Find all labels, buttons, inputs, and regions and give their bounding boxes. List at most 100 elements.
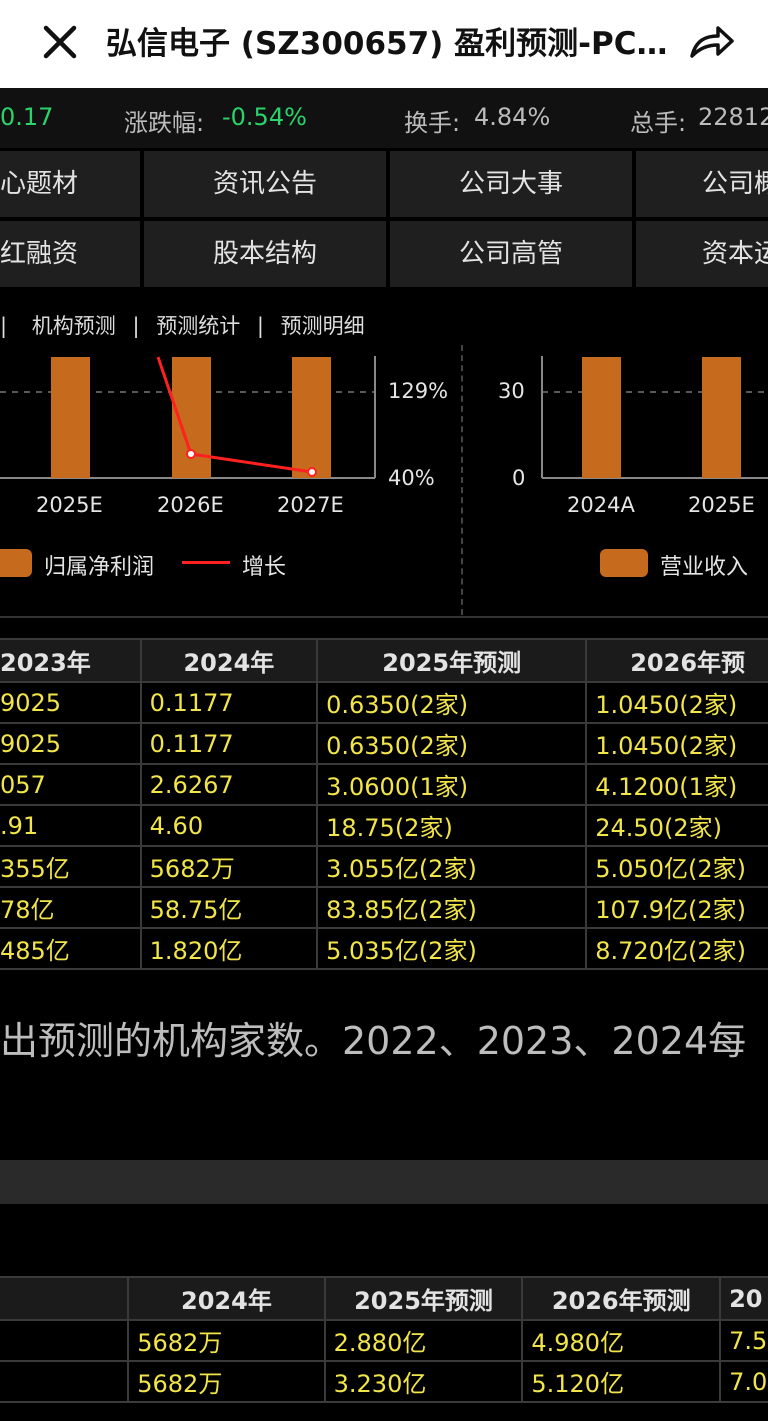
table-cell: 0.6350(2家) <box>316 722 588 765</box>
tab-separator: | <box>132 314 140 338</box>
section-bar <box>0 1160 768 1204</box>
table-cell: 3.055亿(2家) <box>316 845 588 888</box>
table-cell: 1.820亿 <box>139 927 319 970</box>
nav-dividend-financing[interactable]: 红融资 <box>0 221 140 287</box>
pct-value: -0.54% <box>222 103 307 131</box>
col-header-2025f: 2025年预测 <box>323 1276 524 1321</box>
tab-forecast-stats[interactable]: 预测统计 <box>156 314 241 338</box>
table-cell: .91 <box>0 804 142 847</box>
table-row: 057 2.6267 3.0600(1家) 4.1200(1家) <box>0 763 768 806</box>
table-cell: 0.1177 <box>139 681 319 724</box>
table-cell <box>0 1319 130 1362</box>
title-bar: 弘信电子 (SZ300657) 盈利预测-PC… <box>0 0 768 88</box>
table-cell: 5682万 <box>127 1319 326 1362</box>
col-header-2025f: 2025年预测 <box>316 638 588 683</box>
sub-tabs: | 机构预测 | 预测统计 | 预测明细 <box>0 310 375 342</box>
revenue-chart-area <box>541 356 768 479</box>
table-cell: 3.230亿 <box>323 1360 524 1403</box>
bar-2027E <box>292 357 331 478</box>
tab-institution-forecast[interactable]: 机构预测 <box>31 314 116 338</box>
table-cell: 2.6267 <box>139 763 319 806</box>
nav-core-theme[interactable]: 心题材 <box>0 151 140 217</box>
pct-label: 涨跌幅: <box>124 109 205 137</box>
legend-swatch-revenue <box>600 549 648 577</box>
table-cell: 2.880亿 <box>323 1319 524 1362</box>
nav-capital-ops[interactable]: 资本运 <box>636 221 768 287</box>
table-cell: 9025 <box>0 722 142 765</box>
x-tick-2024A: 2024A <box>567 493 635 517</box>
footnote-text: 出预测的机构家数。2022、2023、2024每 <box>0 1019 747 1063</box>
nav-company-events[interactable]: 公司大事 <box>390 151 632 217</box>
table-cell: 5682万 <box>127 1360 326 1403</box>
growth-point-2027E <box>307 467 317 477</box>
table-row: 355亿 5682万 3.055亿(2家) 5.050亿(2家) <box>0 845 768 888</box>
table-cell <box>0 1360 130 1403</box>
col-header-blank <box>0 1276 130 1321</box>
turnover-value: 4.84% <box>474 103 551 131</box>
table-cell: 8.720亿(2家) <box>585 927 768 970</box>
price-change: 0.17 <box>0 103 54 131</box>
table-row: 5682万 2.880亿 4.980亿 7.5 <box>0 1319 768 1362</box>
table-header-row: 2024年 2025年预测 2026年预测 20 <box>0 1276 768 1321</box>
table-cell: 7.0 <box>719 1360 768 1403</box>
y-tick-30: 30 <box>498 379 525 403</box>
table-cell: 0.6350(2家) <box>316 681 588 724</box>
table-header-row: 2023年 2024年 2025年预测 2026年预 <box>0 638 768 683</box>
tab-forecast-detail[interactable]: 预测明细 <box>280 314 365 338</box>
quote-bar: 0.17 涨跌幅: -0.54% 换手: 4.84% 总手: 22812 <box>0 88 768 148</box>
x-tick-2025E: 2025E <box>688 493 755 517</box>
nav-share-structure[interactable]: 股本结构 <box>144 221 386 287</box>
table-cell: 58.75亿 <box>139 886 319 929</box>
volume-label: 总手: <box>630 109 687 137</box>
tab-separator: | <box>256 314 264 338</box>
table-cell: 355亿 <box>0 845 142 888</box>
y-tick-129: 129% <box>388 379 449 403</box>
table-cell: 1.0450(2家) <box>585 722 768 765</box>
table-cell: 5.050亿(2家) <box>585 845 768 888</box>
x-tick-2026E: 2026E <box>157 493 224 517</box>
table-cell: 5.035亿(2家) <box>316 927 588 970</box>
table-cell: 4.1200(1家) <box>585 763 768 806</box>
table-cell: 18.75(2家) <box>316 804 588 847</box>
table-cell: 4.980亿 <box>521 1319 722 1362</box>
table-cell: 107.9亿(2家) <box>585 886 768 929</box>
profit-chart-area <box>0 356 376 479</box>
close-icon[interactable] <box>38 20 82 64</box>
col-header-2024: 2024年 <box>127 1276 326 1321</box>
legend-swatch-profit <box>0 549 32 577</box>
share-icon[interactable] <box>686 20 736 64</box>
y-tick-0: 0 <box>512 466 526 490</box>
x-tick-2027E: 2027E <box>277 493 344 517</box>
nav-news-announcements[interactable]: 资讯公告 <box>144 151 386 217</box>
page-title: 弘信电子 (SZ300657) 盈利预测-PC… <box>106 26 668 62</box>
volume-value: 22812 <box>698 103 768 131</box>
turnover-label: 换手: <box>404 109 461 137</box>
legend-label-profit: 归属净利润 <box>44 555 155 580</box>
table-row: 5682万 3.230亿 5.120亿 7.0 <box>0 1360 768 1403</box>
forecast-table: 2023年 2024年 2025年预测 2026年预 9025 0.1177 0.6… <box>0 638 768 970</box>
table-row: 9025 0.1177 0.6350(2家) 1.0450(2家) <box>0 681 768 724</box>
col-header-2027f: 20 <box>719 1276 768 1321</box>
legend-label-growth: 增长 <box>242 555 287 580</box>
nav-company-overview[interactable]: 公司概 <box>636 151 768 217</box>
x-tick-2025E: 2025E <box>36 493 103 517</box>
nav-executives[interactable]: 公司高管 <box>390 221 632 287</box>
col-header-2023: 2023年 <box>0 638 142 683</box>
table-cell: 24.50(2家) <box>585 804 768 847</box>
table-cell: 485亿 <box>0 927 142 970</box>
table-row: 78亿 58.75亿 83.85亿(2家) 107.9亿(2家) <box>0 886 768 929</box>
col-header-2024: 2024年 <box>139 638 319 683</box>
table-cell: 3.0600(1家) <box>316 763 588 806</box>
table-cell: 1.0450(2家) <box>585 681 768 724</box>
forecast-table-2: 2024年 2025年预测 2026年预测 20 5682万 2.880亿 4.98… <box>0 1276 768 1403</box>
table-cell: 4.60 <box>139 804 319 847</box>
legend-label-revenue: 营业收入 <box>660 555 749 580</box>
table-cell: 83.85亿(2家) <box>316 886 588 929</box>
table-row: .91 4.60 18.75(2家) 24.50(2家) <box>0 804 768 847</box>
bar-2025E <box>702 357 741 478</box>
table-row: 485亿 1.820亿 5.035亿(2家) 8.720亿(2家) <box>0 927 768 970</box>
growth-point-2026E <box>186 449 196 459</box>
table-cell: 057 <box>0 763 142 806</box>
bar-2024A <box>582 357 621 478</box>
col-header-2026f: 2026年预测 <box>521 1276 722 1321</box>
